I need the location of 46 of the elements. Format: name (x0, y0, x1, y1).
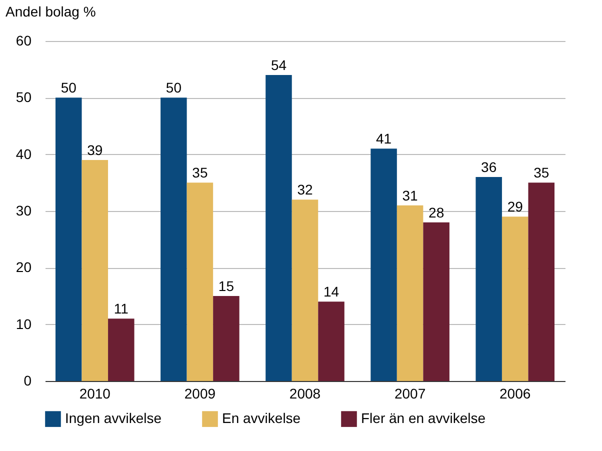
data-label: 39 (87, 142, 103, 158)
data-label: 50 (60, 80, 77, 96)
bar (56, 98, 82, 381)
bar (370, 148, 397, 381)
legend-label: Fler än en avvikelse (361, 410, 486, 426)
x-tick-label: 2008 (289, 386, 321, 402)
data-label: 14 (323, 284, 340, 300)
x-tick-label: 2007 (394, 386, 426, 402)
y-tick-label: 30 (16, 202, 32, 218)
data-label: 32 (297, 182, 313, 198)
data-label: 31 (402, 187, 418, 204)
data-label: 54 (270, 57, 287, 73)
data-label: 41 (376, 130, 392, 147)
bar (108, 318, 134, 381)
y-tick-label: 60 (16, 32, 32, 48)
y-tick-label: 40 (16, 146, 32, 162)
bar (82, 160, 108, 381)
y-tick-label: 20 (16, 259, 32, 276)
x-tick-label: 2009 (184, 386, 216, 402)
x-tick-label: 2010 (79, 386, 111, 402)
data-label: 15 (218, 278, 234, 294)
data-label: 50 (166, 80, 182, 96)
data-label: 35 (534, 164, 550, 181)
bar (502, 216, 528, 381)
bar (292, 200, 318, 381)
y-axis-title: Andel bolag % (6, 4, 96, 20)
bar (476, 177, 502, 381)
bar (186, 182, 214, 381)
legend-label: Ingen avvikelse (65, 410, 162, 426)
data-label: 11 (114, 300, 129, 317)
data-label: 28 (428, 204, 444, 220)
data-label: 35 (192, 164, 208, 181)
x-tick-label: 2006 (500, 386, 531, 402)
legend-label: En avvikelse (222, 410, 301, 426)
bar (396, 205, 424, 381)
bar (528, 182, 554, 381)
bar (160, 98, 187, 381)
bar (318, 302, 344, 381)
y-tick-label: 50 (16, 89, 32, 106)
y-tick-label: 0 (24, 372, 32, 388)
y-tick-label: 10 (16, 316, 32, 332)
data-label: 29 (507, 198, 524, 215)
bar (213, 296, 240, 381)
bar (423, 222, 450, 381)
bar (266, 75, 292, 381)
data-label: 36 (481, 159, 497, 175)
